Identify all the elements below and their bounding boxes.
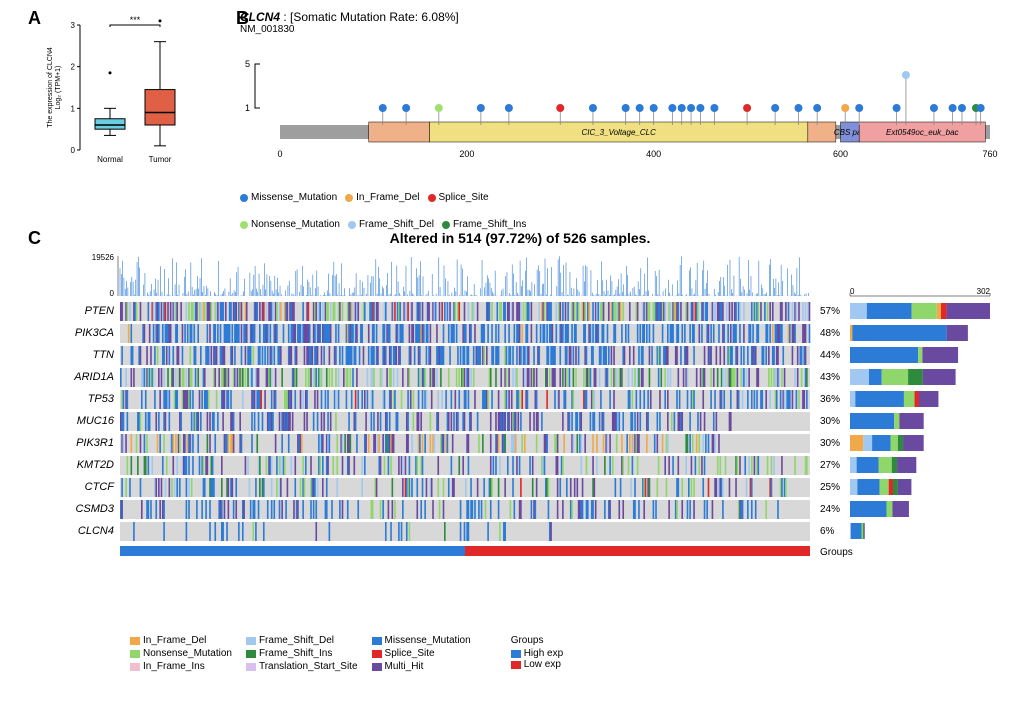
svg-text:Groups: Groups bbox=[820, 547, 853, 558]
svg-text:0: 0 bbox=[850, 287, 855, 296]
legend-item: In_Frame_Del bbox=[130, 635, 232, 646]
svg-text:27%: 27% bbox=[820, 460, 840, 471]
gene-title: CLCN4 : [Somatic Mutation Rate: 6.08%] bbox=[240, 10, 459, 24]
svg-text:6%: 6% bbox=[820, 526, 835, 537]
legend-item: Missense_Mutation bbox=[240, 192, 337, 203]
panel-c-oncoprint: Altered in 514 (97.72%) of 526 samples. … bbox=[40, 230, 1000, 690]
svg-text:36%: 36% bbox=[820, 394, 840, 405]
legend-item: Frame_Shift_Del bbox=[246, 635, 358, 646]
svg-text:TP53: TP53 bbox=[88, 393, 115, 405]
svg-text:0: 0 bbox=[110, 289, 115, 298]
transcript-id: NM_001830 bbox=[240, 24, 1000, 35]
svg-text:***: *** bbox=[130, 15, 141, 25]
mutation-legend: In_Frame_Del Frame_Shift_Del Missense_Muta… bbox=[130, 635, 471, 672]
legend-item: Translation_Start_Site bbox=[246, 661, 358, 672]
svg-text:302: 302 bbox=[977, 287, 991, 296]
svg-text:600: 600 bbox=[833, 149, 848, 159]
oncoprint-title: Altered in 514 (97.72%) of 526 samples. bbox=[40, 230, 1000, 246]
oncoprint-svg: 19526 0 0 302 PTEN 57% PIK3CA 48% TTN 44% ARID1A 43… bbox=[40, 246, 1000, 626]
panel-a-boxplot: 0 1 2 3 The expression of CLCN4Log₂ (TPM+1) N… bbox=[40, 10, 220, 190]
legend-item: In_Frame_Ins bbox=[130, 661, 232, 672]
svg-text:0: 0 bbox=[71, 146, 76, 155]
svg-text:PTEN: PTEN bbox=[85, 305, 114, 317]
svg-text:25%: 25% bbox=[820, 482, 840, 493]
groups-legend: GroupsHigh expLow exp bbox=[511, 635, 563, 672]
svg-text:1: 1 bbox=[245, 103, 250, 113]
svg-text:0: 0 bbox=[277, 149, 282, 159]
lollipop-legend: Missense_Mutation In_Frame_Del Splice_Site… bbox=[240, 192, 1000, 230]
legend-item: In_Frame_Del bbox=[345, 192, 419, 203]
svg-text:Tumor: Tumor bbox=[149, 155, 172, 164]
panel-b-lollipop: CLCN4 : [Somatic Mutation Rate: 6.08%] N… bbox=[240, 10, 1000, 210]
svg-text:19526: 19526 bbox=[92, 253, 115, 262]
svg-text:5: 5 bbox=[245, 59, 250, 69]
svg-text:57%: 57% bbox=[820, 306, 840, 317]
svg-text:30%: 30% bbox=[820, 416, 840, 427]
svg-text:CIC_3_Voltage_CLC: CIC_3_Voltage_CLC bbox=[581, 128, 656, 137]
svg-text:200: 200 bbox=[459, 149, 474, 159]
svg-text:48%: 48% bbox=[820, 328, 840, 339]
svg-text:2: 2 bbox=[71, 63, 76, 72]
svg-text:KMT2D: KMT2D bbox=[77, 459, 114, 471]
svg-text:MUC16: MUC16 bbox=[77, 415, 115, 427]
svg-text:CSMD3: CSMD3 bbox=[75, 503, 114, 515]
legend-item: Splice_Site bbox=[372, 648, 471, 659]
svg-text:3: 3 bbox=[71, 21, 76, 30]
svg-text:CLCN4: CLCN4 bbox=[78, 525, 114, 537]
svg-text:The expression of CLCN4Log₂ (T: The expression of CLCN4Log₂ (TPM+1) bbox=[47, 47, 62, 128]
svg-text:Normal: Normal bbox=[97, 155, 123, 164]
svg-text:43%: 43% bbox=[820, 372, 840, 383]
svg-text:44%: 44% bbox=[820, 350, 840, 361]
legend-item: Frame_Shift_Ins bbox=[442, 219, 526, 230]
svg-text:760: 760 bbox=[982, 149, 997, 159]
legend-item: Splice_Site bbox=[428, 192, 489, 203]
svg-text:Ext0549oc_euk_bac: Ext0549oc_euk_bac bbox=[886, 128, 959, 137]
legend-item: Missense_Mutation bbox=[372, 635, 471, 646]
svg-text:24%: 24% bbox=[820, 504, 840, 515]
boxplot-svg: 0 1 2 3 The expression of CLCN4Log₂ (TPM+1) N… bbox=[40, 10, 200, 170]
svg-text:TTN: TTN bbox=[93, 349, 114, 361]
svg-text:PIK3R1: PIK3R1 bbox=[76, 437, 114, 449]
lollipop-svg: 51CIC_3_Voltage_CLCCBS pairExt0549oc_euk… bbox=[240, 35, 1000, 185]
legend-item: Multi_Hit bbox=[372, 661, 471, 672]
legend-item: Nonsense_Mutation bbox=[130, 648, 232, 659]
legend-item: Frame_Shift_Ins bbox=[246, 648, 358, 659]
svg-text:30%: 30% bbox=[820, 438, 840, 449]
svg-text:ARID1A: ARID1A bbox=[73, 371, 114, 383]
svg-text:1: 1 bbox=[71, 104, 76, 113]
svg-text:CTCF: CTCF bbox=[85, 481, 116, 493]
legend-item: Nonsense_Mutation bbox=[240, 219, 340, 230]
legend-item: Frame_Shift_Del bbox=[348, 219, 434, 230]
svg-text:400: 400 bbox=[646, 149, 661, 159]
svg-text:PIK3CA: PIK3CA bbox=[75, 327, 114, 339]
